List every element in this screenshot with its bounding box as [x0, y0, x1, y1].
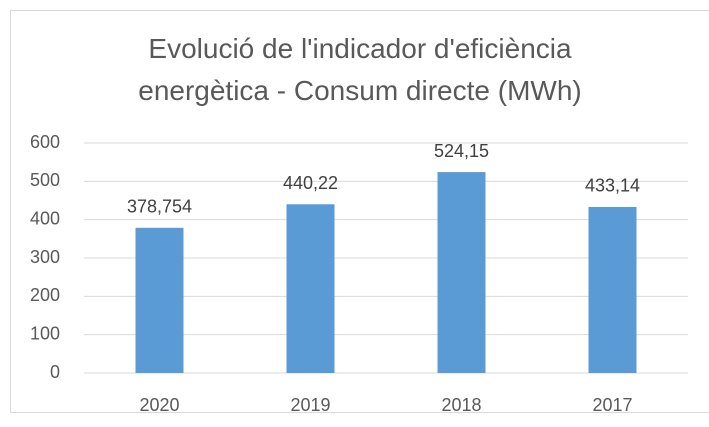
bar: [588, 206, 637, 373]
chart-title: Evolució de l'indicador d'eficiència ene…: [138, 33, 582, 106]
value-label: 440,22: [283, 173, 338, 193]
value-label: 433,14: [585, 176, 640, 196]
y-tick-label: 0: [50, 362, 60, 382]
x-tick-label: 2018: [441, 395, 481, 415]
y-tick-label: 100: [30, 323, 60, 343]
x-tick-label: 2020: [139, 395, 179, 415]
y-tick-label: 200: [30, 285, 60, 305]
bar: [437, 172, 486, 373]
value-label: 378,754: [127, 197, 192, 217]
value-label: 524,15: [434, 141, 489, 161]
y-tick-label: 500: [30, 170, 60, 190]
bar: [286, 204, 335, 373]
x-tick-label: 2019: [290, 395, 330, 415]
y-tick-label: 300: [30, 247, 60, 267]
y-tick-label: 400: [30, 208, 60, 228]
x-tick-label: 2017: [592, 395, 632, 415]
y-tick-label: 600: [30, 132, 60, 152]
chart-border: [10, 10, 709, 413]
bar: [135, 227, 184, 373]
